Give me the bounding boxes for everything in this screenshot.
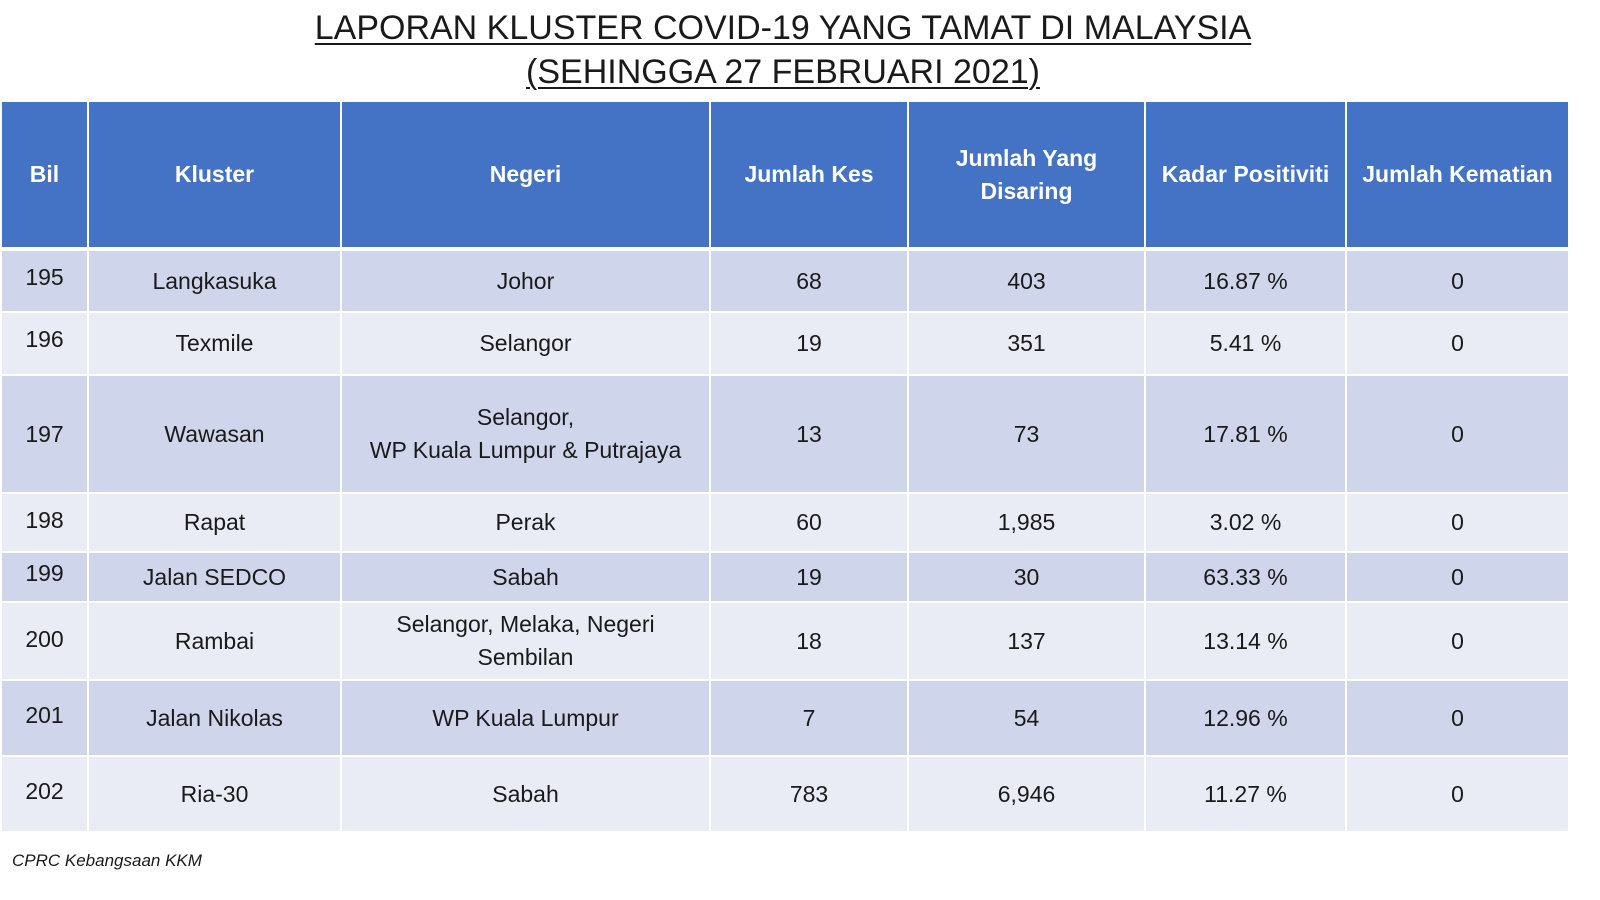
header-row: Bil Kluster Negeri Jumlah Kes Jumlah Yan… [0,100,1570,251]
table-row: 196 Texmile Selangor 19 351 5.41 % 0 [0,311,1570,376]
cell-kematian: 0 [1345,679,1570,757]
cell-positiviti: 12.96 % [1144,679,1347,757]
cell-negeri: Selangor, Melaka, Negeri Sembilan [340,601,711,681]
cell-disaring: 54 [907,679,1146,757]
cell-disaring: 403 [907,248,1146,313]
cell-jumlah-kes: 60 [709,492,909,553]
table-row: 195 Langkasuka Johor 68 403 16.87 % 0 [0,248,1570,313]
cell-disaring: 351 [907,311,1146,376]
cell-kluster: Rambai [87,601,342,681]
cell-bil: 200 [0,601,89,681]
cell-jumlah-kes: 68 [709,248,909,313]
header-jumlah-kes: Jumlah Kes [709,100,909,251]
cell-positiviti: 63.33 % [1144,551,1347,603]
cell-negeri: Selangor [340,311,711,376]
cell-negeri: Sabah [340,755,711,833]
cell-kluster: Langkasuka [87,248,342,313]
header-jumlah-disaring: Jumlah Yang Disaring [907,100,1146,251]
cell-kematian: 0 [1345,492,1570,553]
cell-disaring: 6,946 [907,755,1146,833]
cell-bil: 196 [0,311,89,376]
table-row: 198 Rapat Perak 60 1,985 3.02 % 0 [0,492,1570,553]
cell-bil: 195 [0,248,89,313]
cell-positiviti: 16.87 % [1144,248,1347,313]
cell-negeri: Selangor, WP Kuala Lumpur & Putrajaya [340,374,711,494]
cell-bil: 199 [0,551,89,603]
cell-positiviti: 13.14 % [1144,601,1347,681]
table-row: 201 Jalan Nikolas WP Kuala Lumpur 7 54 1… [0,679,1570,757]
cell-jumlah-kes: 19 [709,551,909,603]
table-row: 200 Rambai Selangor, Melaka, Negeri Semb… [0,601,1570,681]
table-body: 195 Langkasuka Johor 68 403 16.87 % 0 19… [0,248,1570,833]
cell-kematian: 0 [1345,601,1570,681]
cell-disaring: 73 [907,374,1146,494]
cell-kematian: 0 [1345,551,1570,603]
cell-jumlah-kes: 19 [709,311,909,376]
table-row: 202 Ria-30 Sabah 783 6,946 11.27 % 0 [0,755,1570,833]
cell-kematian: 0 [1345,755,1570,833]
header-negeri: Negeri [340,100,711,251]
cell-jumlah-kes: 783 [709,755,909,833]
cell-disaring: 1,985 [907,492,1146,553]
cell-positiviti: 3.02 % [1144,492,1347,553]
cluster-report-table: Bil Kluster Negeri Jumlah Kes Jumlah Yan… [0,100,1570,833]
cell-kematian: 0 [1345,374,1570,494]
table-row: 197 Wawasan Selangor, WP Kuala Lumpur & … [0,374,1570,494]
header-kluster: Kluster [87,100,342,251]
source-note: CPRC Kebangsaan KKM [12,851,202,870]
cell-negeri: WP Kuala Lumpur [340,679,711,757]
cell-jumlah-kes: 7 [709,679,909,757]
table-row: 199 Jalan SEDCO Sabah 19 30 63.33 % 0 [0,551,1570,603]
cell-negeri: Johor [340,248,711,313]
cell-kluster: Jalan SEDCO [87,551,342,603]
header-bil: Bil [0,100,89,251]
cell-bil: 201 [0,679,89,757]
report-title-line-1: LAPORAN KLUSTER COVID-19 YANG TAMAT DI M… [314,9,1252,47]
report-title-line-2: (SEHINGGA 27 FEBRUARI 2021) [526,53,1040,91]
cell-disaring: 30 [907,551,1146,603]
cell-jumlah-kes: 18 [709,601,909,681]
cell-kluster: Jalan Nikolas [87,679,342,757]
cell-positiviti: 11.27 % [1144,755,1347,833]
cell-negeri: Perak [340,492,711,553]
cell-disaring: 137 [907,601,1146,681]
cell-kematian: 0 [1345,311,1570,376]
cell-bil: 197 [0,374,89,494]
cell-kluster: Texmile [87,311,342,376]
table-header: Bil Kluster Negeri Jumlah Kes Jumlah Yan… [0,100,1570,251]
cell-positiviti: 5.41 % [1144,311,1347,376]
cell-jumlah-kes: 13 [709,374,909,494]
cell-kluster: Ria-30 [87,755,342,833]
cell-kluster: Rapat [87,492,342,553]
cell-bil: 202 [0,755,89,833]
cell-positiviti: 17.81 % [1144,374,1347,494]
cell-negeri: Sabah [340,551,711,603]
cell-bil: 198 [0,492,89,553]
report-title: LAPORAN KLUSTER COVID-19 YANG TAMAT DI M… [0,6,1566,94]
header-jumlah-kematian: Jumlah Kematian [1345,100,1570,251]
cell-kematian: 0 [1345,248,1570,313]
cell-kluster: Wawasan [87,374,342,494]
header-kadar-positiviti: Kadar Positiviti [1144,100,1347,251]
